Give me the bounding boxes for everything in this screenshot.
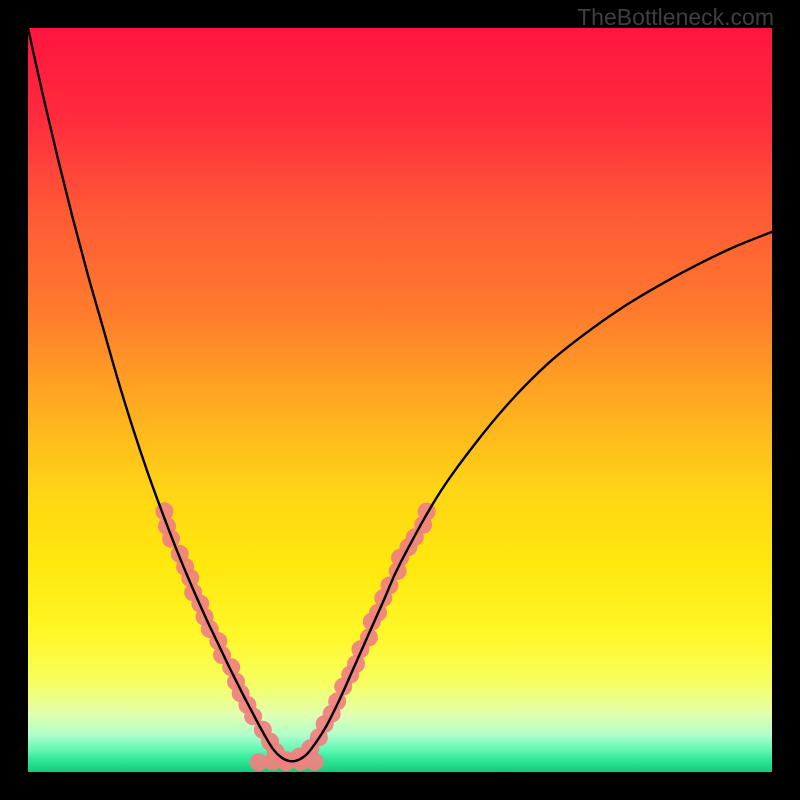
threshold-marker [306,753,324,771]
chart-stage: TheBottleneck.com [0,0,800,800]
plot-area [28,28,772,772]
curve-layer [28,28,772,772]
watermark-text: TheBottleneck.com [577,4,774,31]
threshold-markers-group [155,502,435,771]
bottleneck-curve [28,28,772,761]
